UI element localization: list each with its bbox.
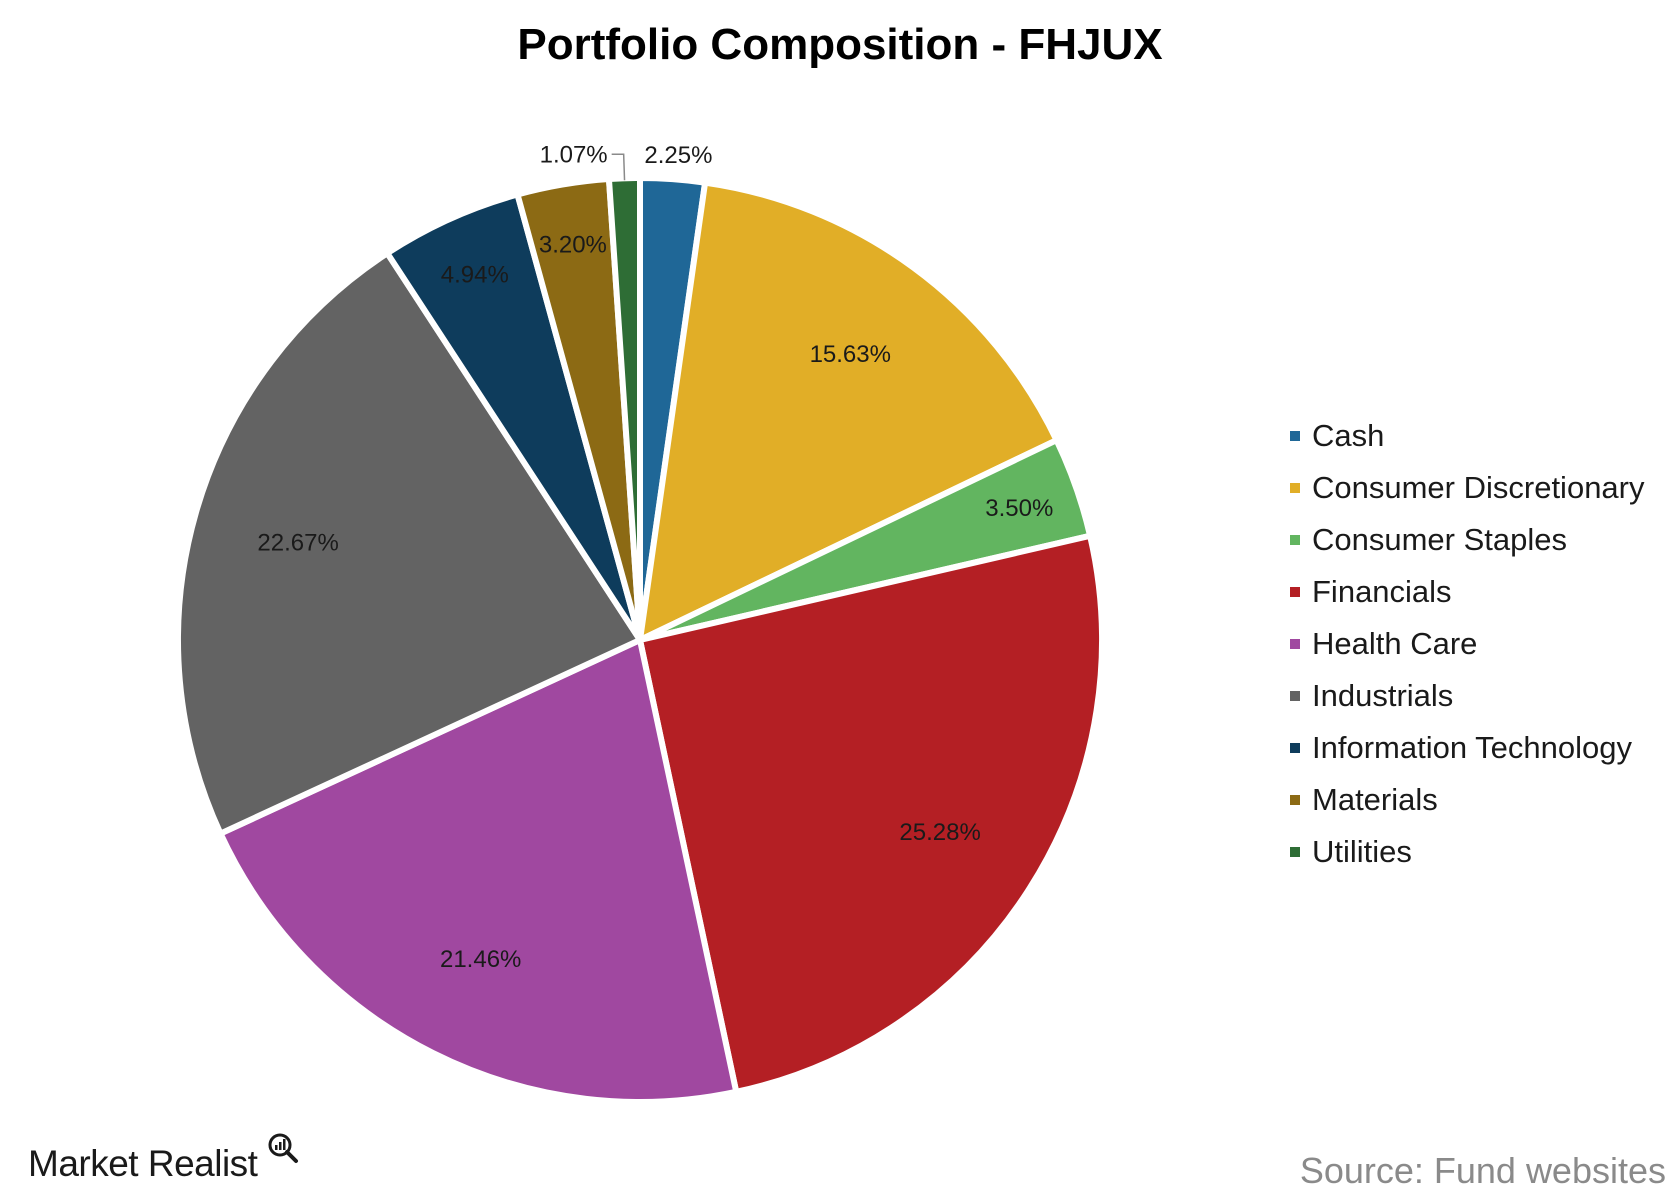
slice-industrials [175, 250, 643, 837]
legend-swatch-cash [1290, 431, 1300, 441]
legend-item-information-technology: Information Technology [1290, 722, 1645, 774]
legend-label-materials: Materials [1312, 782, 1438, 817]
legend-item-cash: Cash [1290, 410, 1645, 462]
legend-swatch-financials [1290, 587, 1300, 597]
slice-label-financials: 25.28% [899, 819, 980, 846]
legend-label-financials: Financials [1312, 574, 1452, 609]
legend-label-utilities: Utilities [1312, 834, 1412, 869]
legend-label-health-care: Health Care [1312, 626, 1478, 661]
legend-swatch-consumer-staples [1290, 535, 1300, 545]
pie-slices [175, 175, 1105, 1105]
legend-swatch-consumer-discretionary [1290, 483, 1300, 493]
legend-label-cash: Cash [1312, 418, 1385, 453]
legend-label-consumer-discretionary: Consumer Discretionary [1312, 470, 1645, 505]
slice-label-utilities: 1.07% [540, 141, 608, 168]
slice-label-consumer-discretionary: 15.63% [810, 341, 891, 368]
leader-lines [611, 153, 626, 181]
slice-label-information-technology: 4.94% [441, 262, 509, 289]
slice-label-consumer-staples: 3.50% [985, 495, 1053, 522]
chart-title: Portfolio Composition - FHJUX [517, 20, 1163, 69]
legend-item-utilities: Utilities [1290, 826, 1645, 878]
legend-item-industrials: Industrials [1290, 670, 1645, 722]
legend-item-materials: Materials [1290, 774, 1645, 826]
legend-item-financials: Financials [1290, 566, 1645, 618]
legend-item-health-care: Health Care [1290, 618, 1645, 670]
slice-consumer-discretionary [637, 179, 1060, 643]
legend-swatch-health-care [1290, 639, 1300, 649]
legend-label-consumer-staples: Consumer Staples [1312, 522, 1568, 557]
legend-swatch-information-technology [1290, 743, 1300, 753]
legend-item-consumer-discretionary: Consumer Discretionary [1290, 462, 1645, 514]
slice-label-materials: 3.20% [539, 232, 607, 259]
legend-swatch-materials [1290, 795, 1300, 805]
magnifier-chart-icon [268, 1133, 298, 1163]
legend-swatch-industrials [1290, 691, 1300, 701]
slice-health-care [217, 637, 740, 1105]
legend-label-information-technology: Information Technology [1312, 730, 1632, 765]
slice-label-industrials: 22.67% [257, 530, 338, 557]
leader-line-utilities [611, 153, 626, 181]
brand-logo-text: Market Realist [28, 1143, 258, 1184]
legend-item-consumer-staples: Consumer Staples [1290, 514, 1645, 566]
slice-financials [637, 532, 1105, 1095]
source-note: Source: Fund websites [1299, 1150, 1666, 1191]
chart-legend: Cash Consumer Discretionary Consumer Stapl… [1290, 410, 1645, 878]
slice-label-cash: 2.25% [644, 142, 712, 169]
legend-label-industrials: Industrials [1312, 678, 1454, 713]
slice-labels: 2.25% 15.63% 3.50% 25.28% 21.46% 22.67% 4.94% 3… [257, 141, 1053, 973]
slice-label-health-care: 21.46% [440, 946, 521, 973]
legend-swatch-utilities [1290, 847, 1300, 857]
